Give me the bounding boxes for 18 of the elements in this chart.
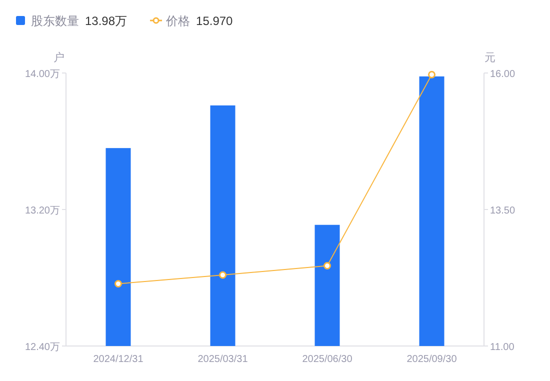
point <box>114 280 122 288</box>
y2-axis-title: 元 <box>484 52 496 64</box>
point <box>219 271 226 279</box>
x-tick-label: 2025/09/30 <box>406 354 458 365</box>
y2-tick-label: 11.00 <box>490 342 515 353</box>
point <box>428 70 436 78</box>
y-tick-label: 14.00万 <box>24 69 60 80</box>
x-tick-label: 2025/03/31 <box>198 354 248 365</box>
y-tick-label: 12.40万 <box>24 342 60 353</box>
y2-tick-label: 16.00 <box>490 69 516 80</box>
y2-tick-label: 13.50 <box>490 206 516 216</box>
y-tick-label: 13.20万 <box>24 206 60 216</box>
point <box>324 262 331 270</box>
y-axis-title: 户 <box>54 51 64 64</box>
legend-label: 价格 <box>165 14 190 28</box>
legend-label: 股东数量 <box>31 14 79 28</box>
x-tick-label: 2024/12/31 <box>93 354 144 365</box>
x-tick-label: 2025/06/30 <box>302 354 353 365</box>
